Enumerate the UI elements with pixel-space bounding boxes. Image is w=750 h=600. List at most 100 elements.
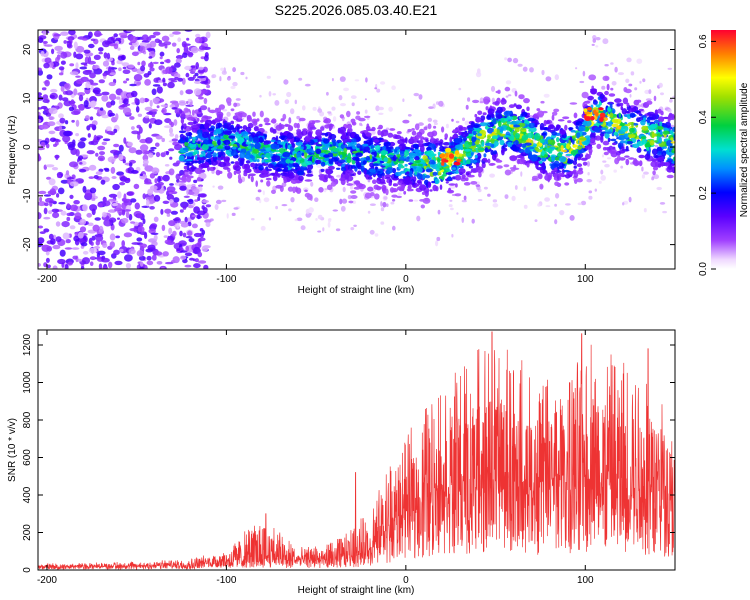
spectrogram-cell (334, 157, 340, 162)
spectrogram-cell (475, 116, 481, 123)
spectrogram-cell (52, 212, 60, 219)
spectrogram-cell (409, 157, 415, 164)
spectrogram-cell (513, 124, 521, 128)
spectrogram-cell (540, 185, 544, 189)
spectrogram-cell (350, 190, 357, 194)
spectrogram-cell (161, 137, 165, 143)
spectrogram-cell (369, 203, 376, 206)
spectrogram-cell (79, 162, 83, 165)
spectrogram-cell (246, 114, 252, 120)
spectrogram-cell (129, 83, 137, 87)
snr-series-line (38, 331, 675, 570)
spectrogram-peak-cell (444, 159, 449, 163)
spectrogram-cell (161, 35, 170, 42)
spectrogram-cell (602, 75, 610, 82)
spectrogram-cell (349, 185, 354, 190)
spectrogram-cell (509, 134, 515, 141)
spectrogram-cell (584, 120, 592, 127)
spectrogram-cell (389, 128, 396, 131)
spectrogram-cell (103, 52, 108, 59)
spectrogram-cell (667, 67, 673, 70)
spectrogram-cell (86, 150, 95, 155)
spectrogram-cell (380, 139, 389, 143)
spectrogram-cell (412, 143, 419, 149)
spectrogram-cell (241, 112, 247, 118)
spectrogram-cell (584, 153, 591, 160)
spectrogram-cell (658, 116, 665, 123)
spectrogram-cell (652, 166, 659, 171)
spectrogram-cell (527, 146, 535, 150)
spectrogram-cell (275, 135, 279, 142)
spectrogram-cell (124, 177, 131, 184)
spectrogram-cell (290, 197, 295, 203)
spectrogram-cell (253, 126, 259, 132)
spectrogram-cell (497, 120, 502, 128)
spectrogram-cell (456, 212, 459, 215)
spectrogram-cell (365, 125, 371, 131)
spectrogram-cell (271, 189, 276, 194)
spectrogram-cell (391, 194, 398, 198)
spectrogram-cell (338, 95, 343, 101)
spectrogram-cell (58, 66, 65, 71)
spectrogram-cell (199, 193, 207, 198)
snr-frame (37, 329, 676, 571)
spectrogram-cell (304, 135, 311, 142)
spectrogram-cell (454, 174, 462, 181)
spectrogram-cell (139, 266, 144, 269)
snr-x-tick-label: 0 (403, 575, 409, 586)
spectrogram-cell (151, 113, 156, 118)
spectrogram-cell (507, 57, 512, 63)
spectrogram-cell (539, 122, 545, 130)
spectrogram-cell (556, 137, 560, 143)
spectrogram-cell (304, 179, 313, 182)
spectrogram-cell (323, 154, 330, 158)
spectrogram-cell (620, 125, 629, 132)
spectrogram-cell (462, 158, 466, 162)
spectrogram-cell (340, 166, 347, 172)
spectrogram-cell (162, 251, 169, 257)
spectrogram-cell (71, 119, 75, 123)
spectrogram-cell (339, 154, 343, 159)
spectrogram-cell (54, 45, 63, 52)
spectrogram-cell (316, 143, 323, 147)
spectrogram-cell (187, 51, 194, 58)
spectrogram-cell (164, 239, 172, 245)
snr-x-tick-label: -100 (216, 575, 236, 586)
spectrogram-cell (362, 143, 369, 147)
spectrogram-cell (661, 146, 668, 149)
spectrogram-cell (604, 90, 609, 96)
spectrogram-cell (380, 207, 385, 212)
spectrogram-cell (142, 116, 150, 124)
spectrogram-cell (374, 87, 378, 90)
spectrogram-cell (339, 114, 345, 119)
spectrogram-cell (51, 48, 55, 55)
spectrogram-cell (589, 133, 596, 139)
spectrogram-cell (619, 102, 624, 107)
spectrogram-cell (169, 198, 174, 204)
spectrogram-cell (417, 163, 424, 167)
spectrogram-cell (212, 152, 217, 158)
spectrogram-cell (215, 199, 222, 205)
spectrogram-cell (52, 244, 61, 250)
spectrogram-cell (182, 174, 190, 177)
colorbar: 0.00.20.40.6 Normalized spectral amplitu… (698, 30, 750, 276)
spectrogram-peak-cell (453, 161, 461, 166)
spectrogram-cell (465, 172, 470, 176)
spectrogram-cell (164, 208, 172, 214)
spectrogram-cell (139, 144, 149, 152)
spectrogram-cell (264, 122, 271, 126)
spectrogram-cell (173, 73, 181, 79)
spectrogram-peak-cell (583, 108, 588, 113)
spectrogram-cell (70, 204, 78, 212)
spectrogram-cell (473, 124, 480, 129)
spectrogram-cell (562, 116, 570, 120)
spectrogram-cell (293, 122, 298, 129)
spectrogram-cell (555, 193, 560, 199)
spectrogram-cell (172, 256, 180, 264)
spectrogram-cell (641, 174, 646, 179)
spectrogram-cell (82, 250, 89, 255)
spectrogram-y-tick-label: 0 (22, 144, 33, 150)
spectrogram-cell (558, 162, 565, 169)
spectrogram-cell (159, 51, 165, 57)
